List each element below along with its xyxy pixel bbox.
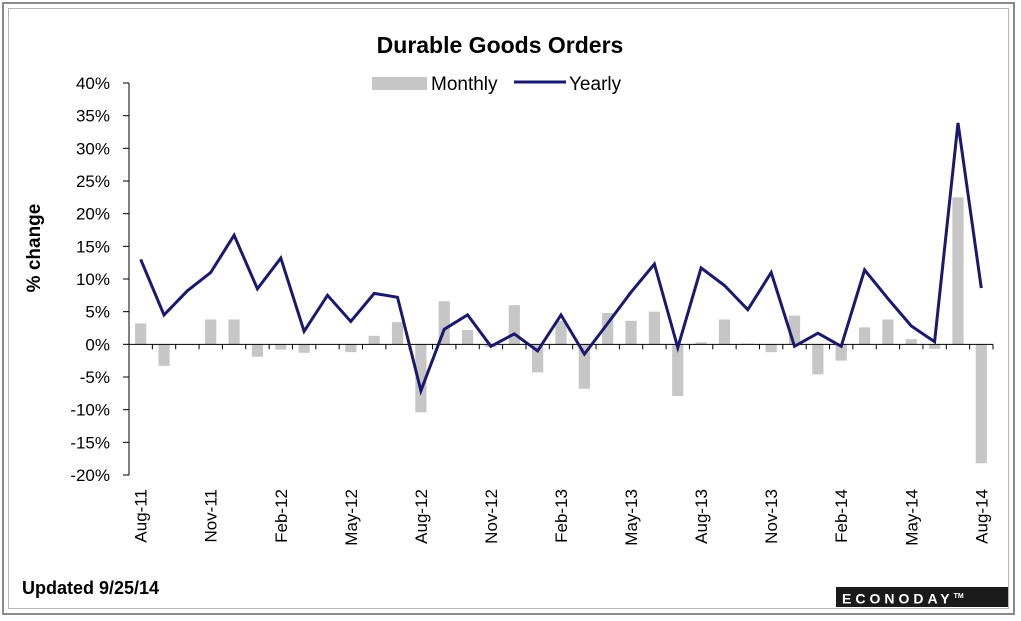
x-tick-label: May-12 <box>342 489 361 546</box>
monthly-bar <box>905 339 917 345</box>
monthly-bar <box>555 320 567 345</box>
y-axis-label: % change <box>24 204 45 293</box>
monthly-bar <box>205 319 217 345</box>
x-tick-label: Nov-11 <box>202 489 221 543</box>
monthly-bar <box>648 311 661 345</box>
monthly-bar <box>602 312 614 345</box>
monthly-bar <box>975 344 987 464</box>
monthly-bar <box>158 344 170 366</box>
monthly-bar <box>345 344 357 353</box>
monthly-bar <box>952 197 964 345</box>
updated-date: Updated 9/25/14 <box>22 578 160 598</box>
monthly-bar <box>718 319 731 345</box>
monthly-bar <box>298 344 310 353</box>
monthly-bar <box>882 319 894 345</box>
x-tick-label: Aug-12 <box>412 489 431 544</box>
y-tick-label: -10% <box>70 401 110 420</box>
monthly-bar <box>858 327 871 345</box>
x-tick-label: Aug-11 <box>132 489 151 543</box>
econoday-logo: ECONODAYTM <box>836 587 1008 607</box>
monthly-bar <box>672 344 684 396</box>
x-tick-label: Nov-13 <box>762 489 781 544</box>
legend: Monthly Yearly <box>372 74 622 95</box>
monthly-bar <box>461 329 474 345</box>
x-tick-label: Feb-13 <box>552 489 571 543</box>
monthly-bar <box>438 301 450 345</box>
y-tick-label: -5% <box>80 368 110 387</box>
chart-inner-border <box>8 8 1009 609</box>
monthly-bar <box>812 344 824 375</box>
monthly-bar <box>532 344 544 373</box>
x-tick-label: May-14 <box>902 489 921 546</box>
monthly-bar <box>695 342 707 345</box>
x-tick-label: Aug-13 <box>692 489 711 544</box>
monthly-bar <box>835 344 847 361</box>
y-tick-label: 0% <box>85 335 110 354</box>
monthly-bar <box>508 305 520 345</box>
y-tick-label: 10% <box>76 270 110 289</box>
x-tick-label: Aug-14 <box>972 489 991 544</box>
monthly-bars <box>135 197 987 464</box>
y-tick-label: -15% <box>70 433 110 452</box>
monthly-bar <box>578 344 590 389</box>
legend-monthly-swatch <box>372 77 427 90</box>
monthly-bar <box>415 344 427 413</box>
monthly-bar <box>929 344 941 349</box>
monthly-bar <box>228 319 240 345</box>
yearly-series-line <box>139 122 983 396</box>
x-tick-label: Nov-12 <box>482 489 501 544</box>
y-tick-label: 25% <box>76 172 110 191</box>
monthly-bar <box>135 323 147 345</box>
y-tick-label: 35% <box>76 107 110 126</box>
y-tick-label: 20% <box>76 205 110 224</box>
monthly-bar <box>275 344 287 350</box>
y-tick-label: -20% <box>70 466 110 485</box>
y-tick-labels: 40% 35% 30% 25% 20% 15% 10% 5% 0% -5% -10% -15% -20% <box>70 74 110 485</box>
chart-title: Durable Goods Orders <box>377 32 624 58</box>
monthly-bar <box>765 344 777 353</box>
monthly-bar <box>788 315 801 345</box>
y-tick-label: 30% <box>76 139 110 158</box>
yearly-line <box>139 122 983 396</box>
y-tick-label: 5% <box>85 303 110 322</box>
legend-yearly-label: Yearly <box>569 74 622 95</box>
brand-mark: TM <box>953 593 964 600</box>
y-tick-label: 15% <box>76 237 110 256</box>
monthly-bar <box>251 344 264 357</box>
x-tick-label: Feb-14 <box>832 489 851 543</box>
x-tick-label: May-13 <box>622 489 641 546</box>
x-tick-labels: Aug-11 Nov-11 Feb-12 May-12 Aug-12 Nov-12 Feb-… <box>132 489 992 546</box>
monthly-bar <box>368 335 380 345</box>
monthly-bar <box>391 322 404 345</box>
y-tick-label: 40% <box>76 74 110 93</box>
legend-monthly-label: Monthly <box>431 74 498 95</box>
brand-name: ECONODAY <box>842 590 954 607</box>
monthly-bar <box>625 320 637 345</box>
x-tick-label: Feb-12 <box>272 489 291 543</box>
